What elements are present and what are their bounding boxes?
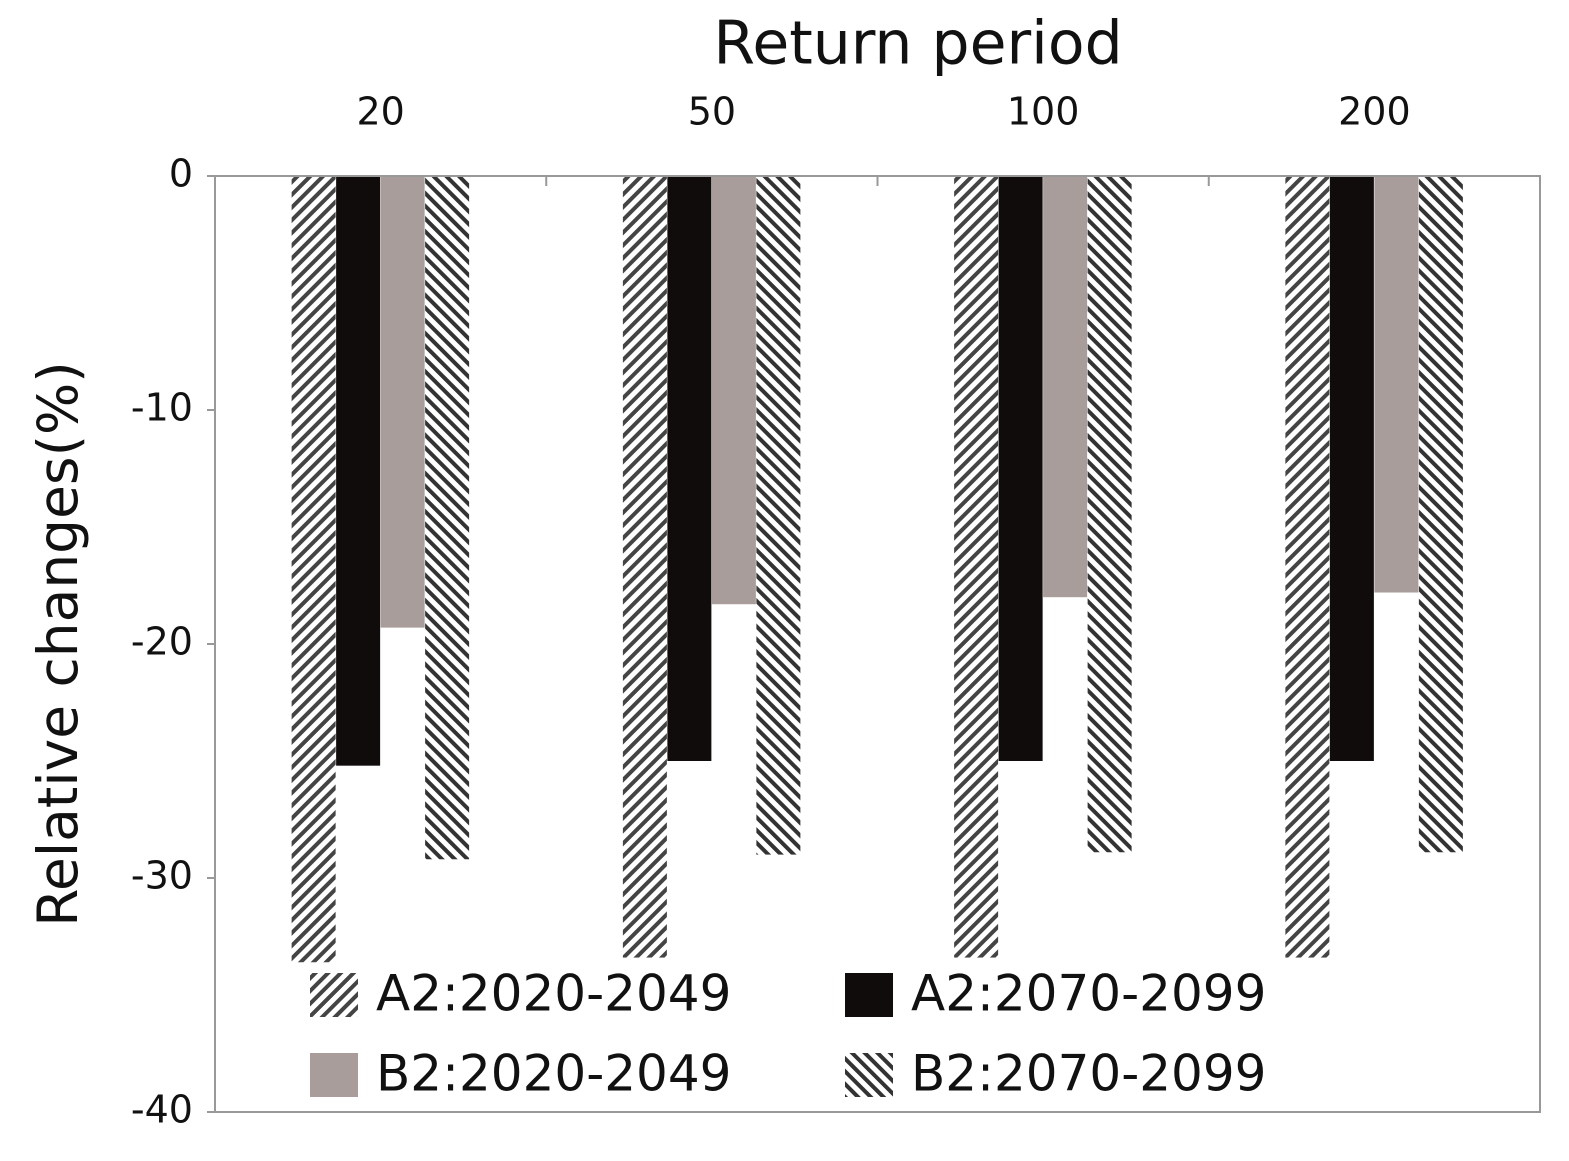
- y-tick-label: -30: [131, 854, 193, 898]
- legend-label: A2:2070-2099: [911, 965, 1266, 1023]
- bar: [380, 176, 425, 628]
- x-axis-title: Return period: [713, 9, 1122, 79]
- bar: [425, 176, 470, 860]
- legend-swatch: [310, 1053, 358, 1097]
- bar: [998, 176, 1043, 761]
- bar: [622, 176, 667, 958]
- x-tick-label: 200: [1338, 90, 1411, 134]
- bar: [667, 176, 712, 761]
- x-tick-label: 20: [356, 90, 404, 134]
- bar: [1374, 176, 1419, 593]
- bar: [336, 176, 381, 766]
- bar: [1043, 176, 1088, 598]
- bar: [954, 176, 999, 958]
- legend-label: B2:2020-2049: [376, 1045, 732, 1103]
- y-axis-title: Relative changes(%): [26, 361, 90, 927]
- y-tick-label: -40: [131, 1088, 193, 1132]
- bar: [1418, 176, 1463, 853]
- bar: [1087, 176, 1132, 853]
- y-tick-label: -10: [131, 386, 193, 430]
- bar: [1285, 176, 1330, 958]
- legend-swatch: [845, 1053, 893, 1097]
- legend-swatch: [310, 973, 358, 1017]
- legend-swatch: [845, 973, 893, 1017]
- legend-label: B2:2070-2099: [911, 1045, 1267, 1103]
- y-tick-label: 0: [169, 152, 193, 196]
- bar: [756, 176, 801, 855]
- bar: [711, 176, 756, 605]
- bar: [1329, 176, 1374, 761]
- x-tick-label: 50: [688, 90, 736, 134]
- y-tick-label: -20: [131, 620, 193, 664]
- bar: [291, 176, 336, 963]
- x-tick-label: 100: [1007, 90, 1080, 134]
- legend-label: A2:2020-2049: [376, 965, 731, 1023]
